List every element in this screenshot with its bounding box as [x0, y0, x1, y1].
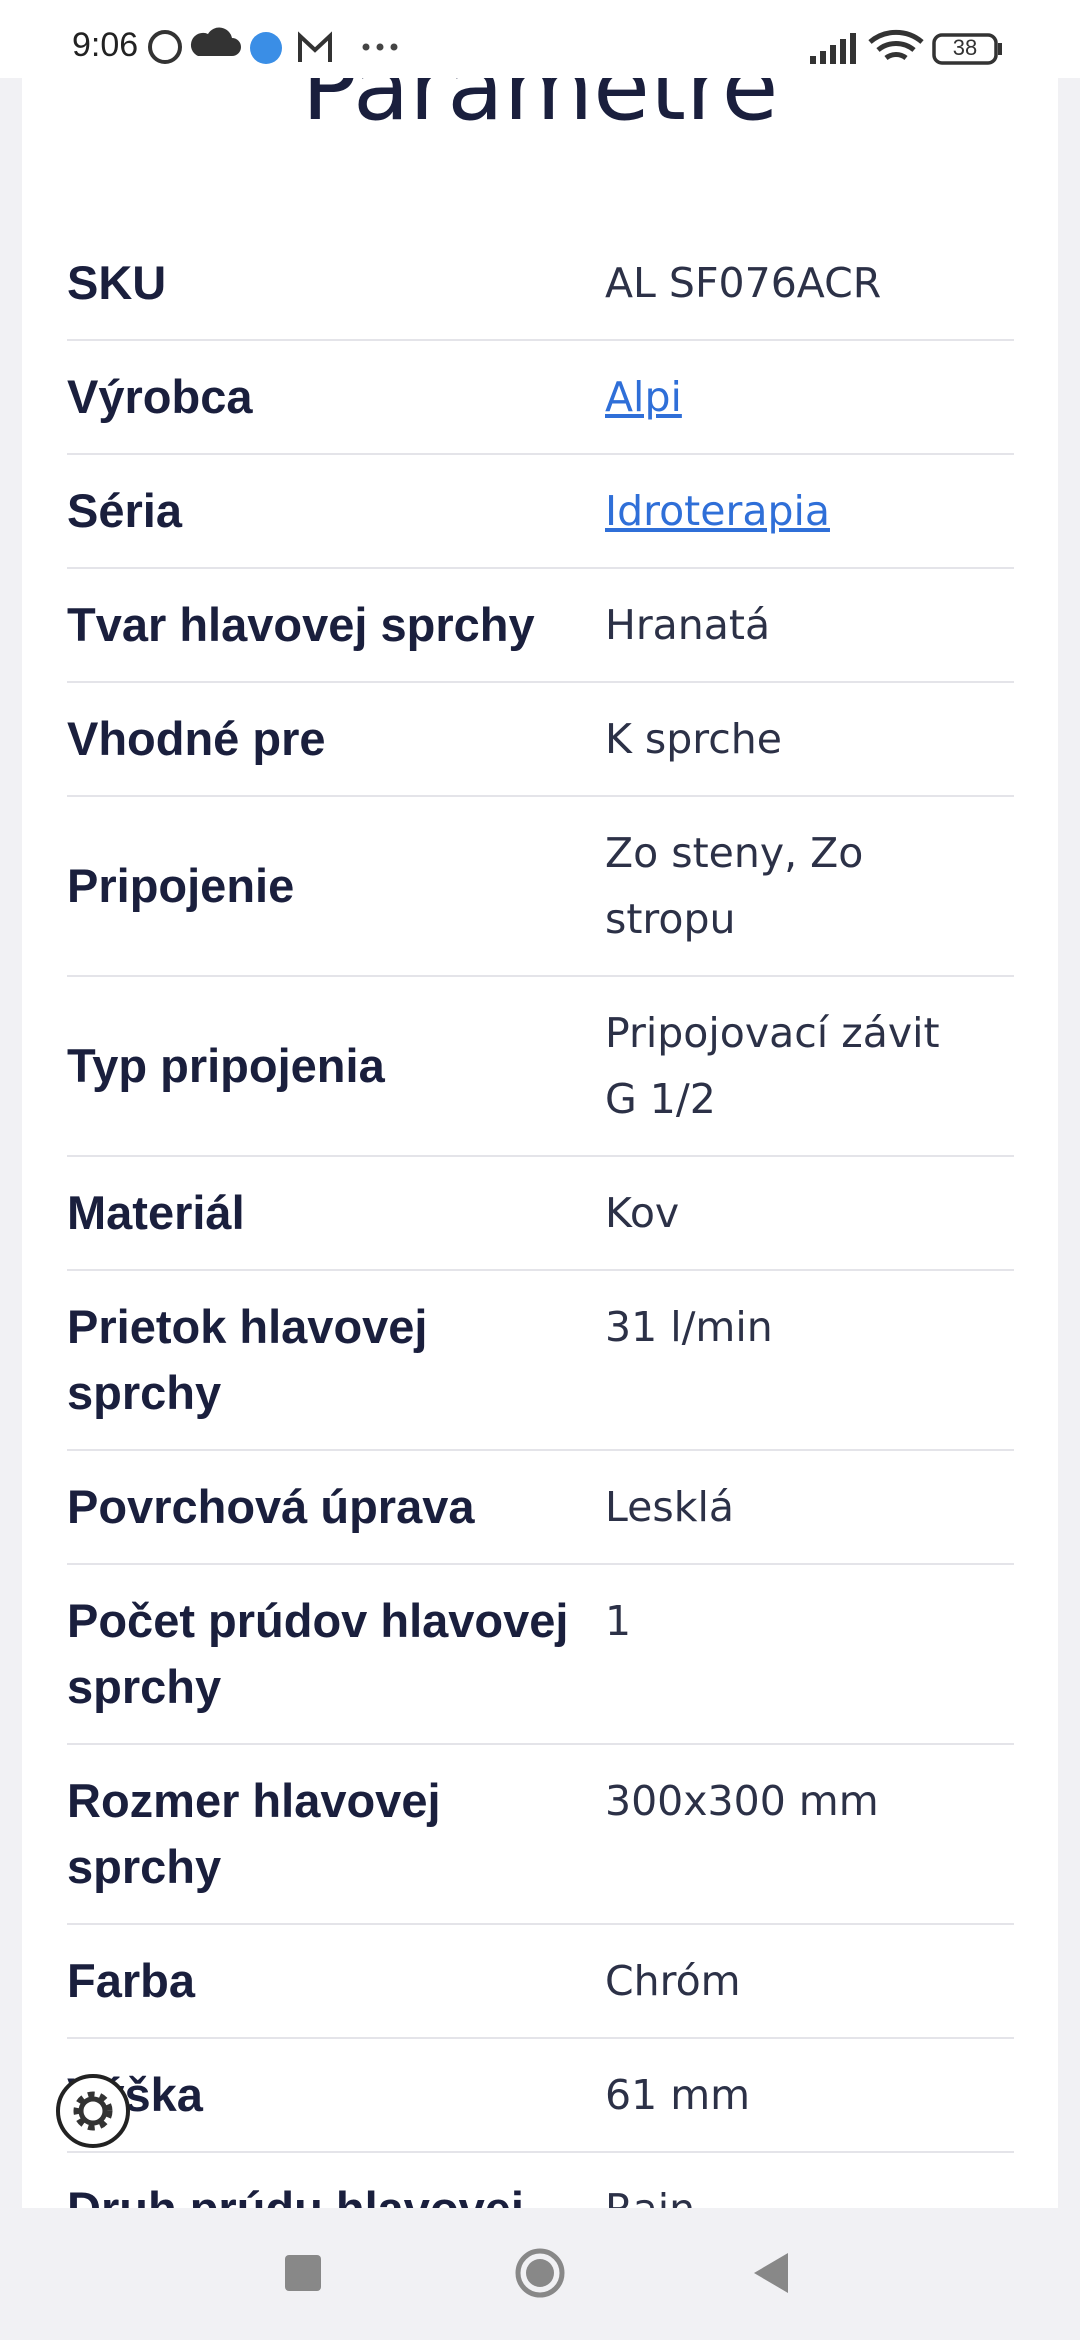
parameter-link[interactable]: Idroterapia — [605, 487, 830, 535]
parameter-value: 1 — [605, 1564, 1014, 1745]
cloud-icon — [190, 27, 241, 56]
more-icon — [362, 43, 398, 51]
parameter-label: Druh prúdu hlavovej — [67, 2152, 605, 2208]
status-icons: 38 — [148, 27, 1002, 65]
parameter-link[interactable]: Alpi — [605, 373, 682, 421]
parameter-label: Farba — [67, 1924, 605, 2039]
mail-icon — [298, 31, 332, 62]
parameter-value: Chróm — [605, 1924, 1014, 2039]
clock: 9:06 — [72, 26, 139, 64]
parameter-label: Typ pripojenia — [67, 976, 605, 1157]
app-icon — [250, 32, 282, 64]
battery-tip — [998, 43, 1002, 55]
parameter-label: Výrobca — [67, 340, 605, 455]
signal-icon — [810, 33, 856, 64]
parameter-label: Tvar hlavovej sprchy — [67, 568, 605, 683]
parameter-row: Rozmer hlavovej sprchy 300x300 mm — [67, 1744, 1014, 1925]
back-button[interactable] — [754, 2253, 788, 2293]
parameter-label: Séria — [67, 454, 605, 569]
parameter-label: Vhodné pre — [67, 682, 605, 797]
parameter-row: Pripojenie Zo steny, Zo stropu — [67, 796, 1014, 977]
parameter-value: AL SF076ACR — [605, 227, 1014, 341]
parameter-row: Tvar hlavovej sprchy Hranatá — [67, 568, 1014, 683]
parameter-row: Druh prúdu hlavovejRain — [67, 2152, 1014, 2208]
parameter-row: Počet prúdov hlavovej sprchy 1 — [67, 1564, 1014, 1745]
alarm-icon — [148, 30, 182, 64]
parameter-row: Materiál Kov — [67, 1156, 1014, 1271]
parameter-label: Rozmer hlavovej sprchy — [67, 1744, 605, 1925]
parameter-label: Výška — [67, 2038, 605, 2153]
parameter-value: 61 mm — [605, 2038, 1014, 2153]
parameter-value: Alpi — [605, 340, 1014, 455]
parameter-row: Prietok hlavovej sprchy 31 l/min — [67, 1270, 1014, 1451]
parameter-value: Hranatá — [605, 568, 1014, 683]
parameter-value: 300x300 mm — [605, 1744, 1014, 1925]
parameter-value: 31 l/min — [605, 1270, 1014, 1451]
parameter-row: Výrobca Alpi — [67, 340, 1014, 455]
parameter-label: Materiál — [67, 1156, 605, 1271]
parameter-label: Počet prúdov hlavovej sprchy — [67, 1564, 605, 1745]
parameters-table: SKU AL SF076ACR Výrobca Alpi Séria Idroterapi… — [67, 227, 1014, 2208]
settings-button[interactable] — [55, 2073, 131, 2149]
parameter-value: K sprche — [605, 682, 1014, 797]
parameter-row: Séria Idroterapia — [67, 454, 1014, 569]
parameter-value: Zo steny, Zo stropu — [605, 796, 1014, 977]
parameter-label: Pripojenie — [67, 796, 605, 977]
parameter-label: Prietok hlavovej sprchy — [67, 1270, 605, 1451]
navigation-bar — [0, 2208, 1080, 2340]
gear-body — [78, 2096, 108, 2126]
parameter-value: Kov — [605, 1156, 1014, 1271]
parameter-row: SKU AL SF076ACR — [67, 227, 1014, 341]
gear-teeth — [73, 2091, 113, 2131]
parameter-row: Výška 61 mm — [67, 2038, 1014, 2153]
recents-button[interactable] — [285, 2255, 321, 2291]
parameter-row: Povrchová úprava Lesklá — [67, 1450, 1014, 1565]
settings-circle — [56, 2074, 130, 2148]
status-bar: 9:06 38 — [0, 0, 1080, 78]
parameters-card: Parametre SKU AL SF076ACR Výrobca Alpi Séria… — [22, 0, 1058, 2208]
parameter-value: Rain — [605, 2152, 1014, 2208]
parameter-label: SKU — [67, 227, 605, 341]
parameter-row: Farba Chróm — [67, 1924, 1014, 2039]
parameter-row: Vhodné pre K sprche — [67, 682, 1014, 797]
parameter-value: Lesklá — [605, 1450, 1014, 1565]
battery-level: 38 — [953, 35, 977, 60]
battery-icon — [932, 33, 998, 65]
home-button[interactable] — [515, 2248, 565, 2298]
wifi-icon — [868, 29, 924, 61]
parameter-row: Typ pripojenia Pripojovací závit G 1/2 — [67, 976, 1014, 1157]
home-button-dot — [526, 2259, 554, 2287]
parameter-value: Idroterapia — [605, 454, 1014, 569]
parameter-label: Povrchová úprava — [67, 1450, 605, 1565]
parameter-value: Pripojovací závit G 1/2 — [605, 976, 1014, 1157]
